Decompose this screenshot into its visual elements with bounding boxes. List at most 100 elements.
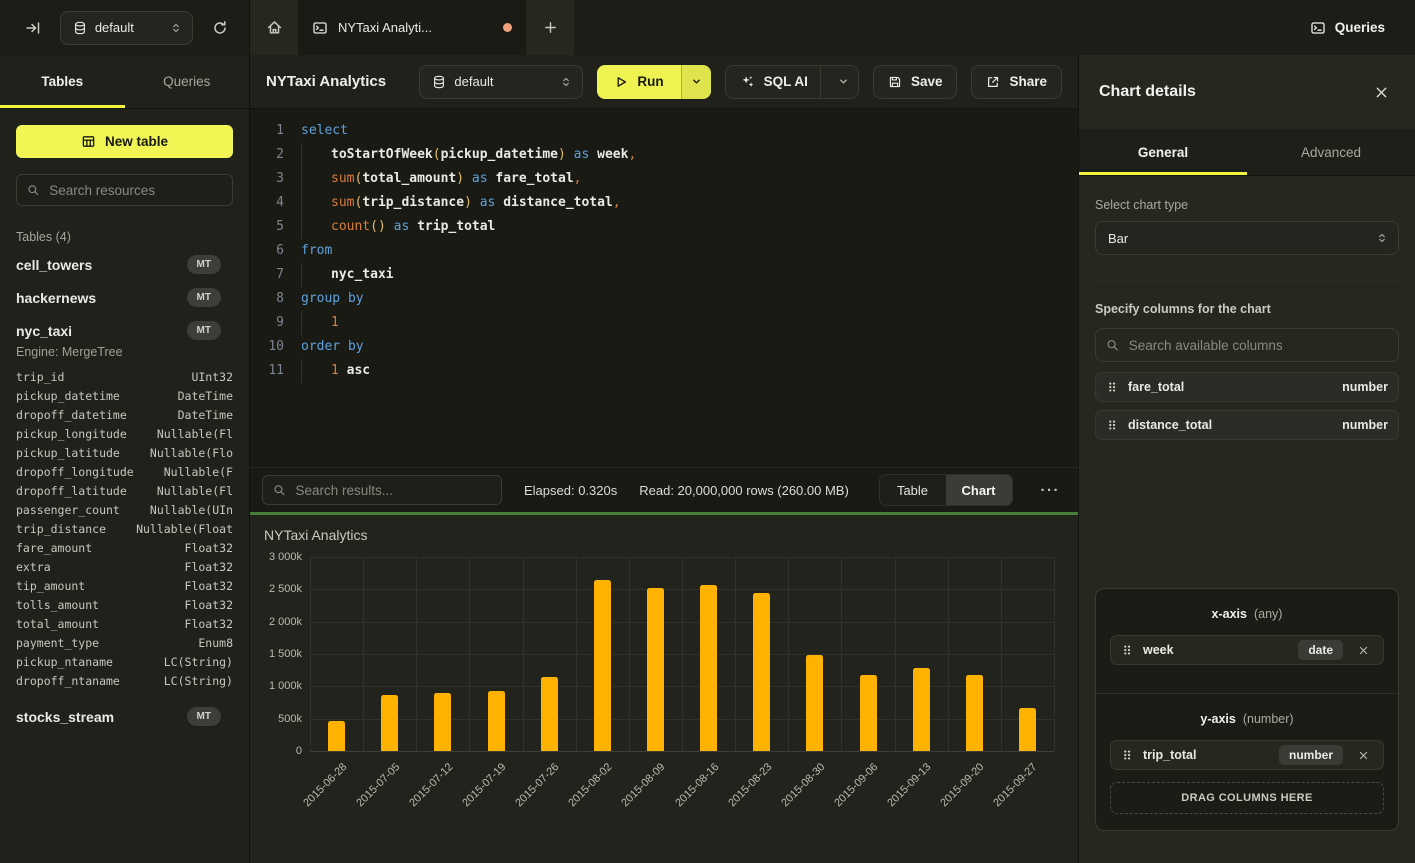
indent-guide: [301, 215, 331, 239]
tab-general[interactable]: General: [1079, 129, 1247, 175]
bar-chart-plot[interactable]: 3 000k2 500k2 000k1 500k1 000k500k02015-…: [310, 557, 1054, 751]
rows-read: Read: 20,000,000 rows (260.00 MB): [639, 483, 849, 498]
column-name: pickup_ntaname: [16, 655, 113, 669]
table-row[interactable]: cell_towersMT: [16, 248, 233, 281]
refresh-button[interactable]: [205, 13, 235, 43]
bar-2015-07-05[interactable]: [381, 695, 398, 751]
bar-2015-08-09[interactable]: [647, 588, 664, 751]
sidebar-tab-queries[interactable]: Queries: [125, 55, 250, 108]
column-chip-fare_total[interactable]: fare_totalnumber: [1095, 372, 1399, 402]
table-engine: Engine: MergeTree: [16, 345, 233, 359]
bar-2015-08-30[interactable]: [806, 655, 823, 751]
drop-zone[interactable]: DRAG COLUMNS HERE: [1110, 782, 1384, 814]
bar-2015-06-28[interactable]: [328, 721, 345, 751]
remove-column-button[interactable]: [1353, 640, 1373, 660]
query-database-selector[interactable]: default: [419, 65, 583, 99]
results-search[interactable]: [262, 475, 502, 505]
view-toggle-table[interactable]: Table: [880, 475, 946, 505]
column-name: tip_amount: [16, 579, 85, 593]
new-table-button[interactable]: New table: [16, 125, 233, 158]
column-row: pickup_datetimeDateTime: [16, 386, 233, 405]
column-search[interactable]: [1095, 328, 1399, 362]
column-chip-distance_total[interactable]: distance_totalnumber: [1095, 410, 1399, 440]
table-row[interactable]: nyc_taxiMT: [16, 314, 233, 347]
drag-handle[interactable]: [1106, 380, 1118, 394]
sidebar-content: New table Tables (4) cell_towersMThacker…: [0, 109, 249, 749]
queries-button[interactable]: Queries: [1304, 19, 1391, 37]
code-token: group by: [301, 291, 364, 306]
code-token: order by: [301, 339, 364, 354]
gridline-vertical: [682, 557, 683, 751]
table-row[interactable]: stocks_streamMT: [16, 700, 233, 733]
column-type: Float32: [185, 617, 233, 631]
elapsed-time: Elapsed: 0.320s: [524, 483, 617, 498]
column-chip-name: week: [1143, 643, 1174, 657]
body-row: Tables Queries New table Tables (4) cell…: [0, 55, 1415, 863]
sql-ai-options[interactable]: [830, 76, 858, 87]
bar-2015-09-27[interactable]: [1019, 708, 1036, 751]
tab-nytaxi-analytics[interactable]: NYTaxi Analyti...: [298, 0, 526, 55]
bar-2015-08-02[interactable]: [594, 580, 611, 751]
code-line: 8group by: [250, 287, 1078, 311]
save-button[interactable]: Save: [873, 65, 958, 99]
column-row: dropoff_datetimeDateTime: [16, 405, 233, 424]
column-row: dropoff_longitudeNullable(F: [16, 462, 233, 481]
tab-general-label: General: [1138, 145, 1188, 160]
y-axis-tick-label: 1 500k: [252, 648, 302, 660]
bar-2015-09-13[interactable]: [913, 668, 930, 751]
column-chip-week[interactable]: weekdate: [1110, 635, 1384, 665]
close-panel-button[interactable]: [1367, 78, 1395, 106]
view-toggle: TableChart: [879, 474, 1013, 506]
topbar-right: Queries: [1304, 0, 1415, 55]
resource-search[interactable]: [16, 174, 233, 206]
bar-2015-07-26[interactable]: [541, 677, 558, 751]
x-axis-title: x-axis(any): [1110, 607, 1384, 621]
view-toggle-chart[interactable]: Chart: [946, 475, 1012, 505]
column-chip-trip_total[interactable]: trip_totalnumber: [1110, 740, 1384, 770]
y-axis-tick-label: 2 500k: [252, 583, 302, 595]
gridline-vertical: [895, 557, 896, 751]
bar-2015-08-23[interactable]: [753, 593, 770, 751]
more-options-button[interactable]: ···: [1035, 482, 1067, 499]
column-name: pickup_datetime: [16, 389, 120, 403]
topbar-database-selector[interactable]: default: [60, 11, 193, 45]
bar-2015-09-06[interactable]: [860, 675, 877, 751]
resource-search-input[interactable]: [47, 182, 222, 199]
drag-handle[interactable]: [1121, 643, 1133, 657]
table-row[interactable]: hackernewsMT: [16, 281, 233, 314]
specify-columns-label: Specify columns for the chart: [1095, 302, 1399, 316]
sql-editor[interactable]: 1select2toStartOfWeek(pickup_datetime) a…: [250, 109, 1078, 467]
column-type: Float32: [185, 579, 233, 593]
chart-type-select[interactable]: Bar: [1095, 221, 1399, 255]
tables-list: cell_towersMThackernewsMTnyc_taxiMTEngin…: [16, 248, 233, 733]
drag-handle[interactable]: [1106, 418, 1118, 432]
column-name: dropoff_latitude: [16, 484, 127, 498]
gridline-vertical: [735, 557, 736, 751]
chart-view: NYTaxi Analytics 3 000k2 500k2 000k1 500…: [250, 515, 1078, 863]
column-type: Enum8: [198, 636, 233, 650]
sql-ai-button[interactable]: SQL AI: [725, 65, 859, 99]
y-axis-tick-label: 0: [252, 745, 302, 757]
remove-column-button[interactable]: [1353, 745, 1373, 765]
chart-type-value: Bar: [1108, 231, 1368, 246]
run-button[interactable]: Run: [597, 65, 680, 99]
new-tab-button[interactable]: [526, 0, 574, 55]
tab-advanced[interactable]: Advanced: [1247, 129, 1415, 175]
run-options-button[interactable]: [681, 65, 711, 99]
bar-2015-09-20[interactable]: [966, 675, 983, 751]
bar-2015-07-12[interactable]: [434, 693, 451, 751]
collapse-sidebar-button[interactable]: [18, 13, 48, 43]
bar-2015-08-16[interactable]: [700, 585, 717, 751]
table-name: stocks_stream: [16, 709, 114, 725]
bar-2015-07-19[interactable]: [488, 691, 505, 751]
share-button[interactable]: Share: [971, 65, 1062, 99]
drag-handle[interactable]: [1121, 748, 1133, 762]
column-search-input[interactable]: [1127, 337, 1388, 354]
column-row: fare_amountFloat32: [16, 538, 233, 557]
column-name: pickup_longitude: [16, 427, 127, 441]
code-token: fare_total: [495, 171, 573, 186]
home-tab-button[interactable]: [250, 0, 298, 55]
sidebar-tab-tables[interactable]: Tables: [0, 55, 125, 108]
results-search-input[interactable]: [293, 482, 491, 499]
table-name: hackernews: [16, 290, 96, 306]
